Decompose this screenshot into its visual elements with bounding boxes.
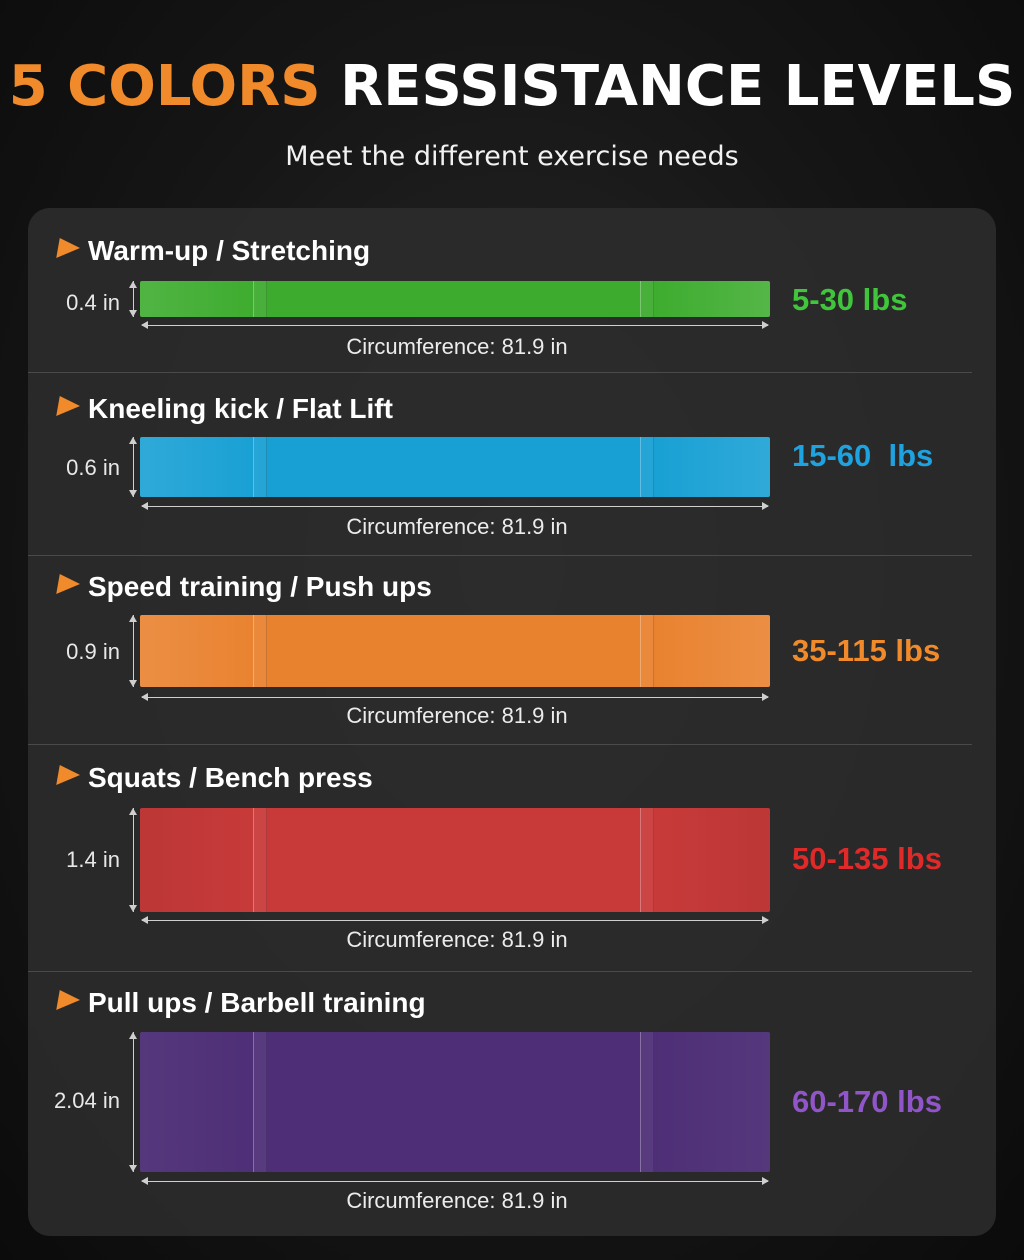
circumference-label: Circumference: 81.9 in bbox=[346, 514, 568, 539]
page-title: 5 COLORS RESSISTANCE LEVELS bbox=[0, 52, 1024, 122]
resistance-band-green bbox=[140, 281, 770, 317]
resistance-range: 35-115 lbs bbox=[792, 633, 941, 668]
band-exercise-label: Pull ups / Barbell training bbox=[56, 986, 426, 1020]
arrow-right-icon bbox=[56, 990, 82, 1010]
resistance-range: 50-135 lbs bbox=[792, 841, 942, 876]
resistance-range: 15-60 lbs bbox=[792, 438, 934, 473]
band-seam bbox=[640, 615, 654, 687]
resistance-band-red bbox=[140, 808, 770, 912]
band-seam bbox=[253, 808, 267, 912]
band-width-label: 0.4 in bbox=[66, 290, 120, 315]
band-exercise-label: Kneeling kick / Flat Lift bbox=[56, 392, 393, 426]
arrow-right-icon bbox=[56, 765, 82, 785]
exercise-text: Squats / Bench press bbox=[88, 762, 373, 793]
subtitle: Meet the different exercise needs bbox=[285, 141, 739, 172]
circumference-arrow bbox=[141, 1177, 769, 1185]
resistance-band-orange bbox=[140, 615, 770, 687]
resistance-band-purple bbox=[140, 1032, 770, 1172]
band-exercise-label: Squats / Bench press bbox=[56, 761, 373, 795]
band-seam bbox=[640, 437, 654, 497]
row-divider bbox=[28, 744, 972, 745]
circumference-arrow bbox=[141, 321, 769, 329]
exercise-text: Warm-up / Stretching bbox=[88, 235, 371, 266]
band-seam bbox=[253, 615, 267, 687]
exercise-text: Speed training / Push ups bbox=[88, 571, 432, 602]
band-seam bbox=[640, 281, 654, 317]
circumference-label: Circumference: 81.9 in bbox=[346, 927, 568, 952]
row-divider bbox=[28, 372, 972, 373]
band-seam bbox=[253, 281, 267, 317]
circumference-arrow bbox=[141, 502, 769, 510]
height-dimension-arrow bbox=[129, 437, 142, 497]
height-dimension-arrow bbox=[129, 281, 142, 317]
arrow-right-icon bbox=[56, 396, 82, 416]
band-width-label: 1.4 in bbox=[66, 847, 120, 872]
band-seam bbox=[640, 1032, 654, 1172]
resistance-band-blue bbox=[140, 437, 770, 497]
band-seam bbox=[640, 808, 654, 912]
arrow-right-icon bbox=[56, 238, 82, 258]
title-rest: RESSISTANCE LEVELS bbox=[340, 54, 1016, 119]
circumference-arrow bbox=[141, 916, 769, 924]
row-divider bbox=[28, 555, 972, 556]
row-divider bbox=[28, 971, 972, 972]
band-seam bbox=[253, 1032, 267, 1172]
circumference-arrow bbox=[141, 693, 769, 701]
band-exercise-label: Speed training / Push ups bbox=[56, 570, 432, 604]
arrow-right-icon bbox=[56, 574, 82, 594]
resistance-range: 5-30 lbs bbox=[792, 282, 908, 317]
band-width-label: 0.6 in bbox=[66, 455, 120, 480]
band-width-label: 2.04 in bbox=[53, 1088, 120, 1113]
band-exercise-label: Warm-up / Stretching bbox=[56, 234, 371, 268]
band-width-label: 0.9 in bbox=[66, 639, 120, 664]
height-dimension-arrow bbox=[129, 615, 142, 687]
height-dimension-arrow bbox=[129, 1032, 142, 1172]
resistance-range: 60-170 lbs bbox=[792, 1084, 942, 1119]
exercise-text: Kneeling kick / Flat Lift bbox=[88, 393, 393, 424]
exercise-text: Pull ups / Barbell training bbox=[88, 987, 426, 1018]
title-accent: 5 COLORS bbox=[8, 54, 321, 119]
circumference-label: Circumference: 81.9 in bbox=[346, 334, 568, 359]
bands-panel: Warm-up / Stretching 0.4 in 5-30 lbs Cir… bbox=[28, 208, 996, 1236]
circumference-label: Circumference: 81.9 in bbox=[346, 703, 568, 728]
circumference-label: Circumference: 81.9 in bbox=[346, 1188, 568, 1213]
height-dimension-arrow bbox=[129, 808, 142, 912]
band-seam bbox=[253, 437, 267, 497]
